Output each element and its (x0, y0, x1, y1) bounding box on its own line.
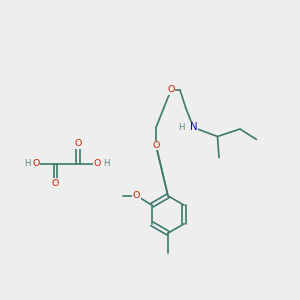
Text: O: O (74, 140, 82, 148)
Text: O: O (133, 191, 140, 200)
Text: H: H (103, 159, 110, 168)
Text: N: N (190, 122, 197, 133)
Text: O: O (94, 159, 101, 168)
Text: O: O (52, 178, 59, 188)
Text: O: O (167, 85, 175, 94)
Text: H: H (24, 159, 30, 168)
Text: O: O (32, 159, 40, 168)
Text: O: O (152, 141, 160, 150)
Text: H: H (178, 123, 185, 132)
